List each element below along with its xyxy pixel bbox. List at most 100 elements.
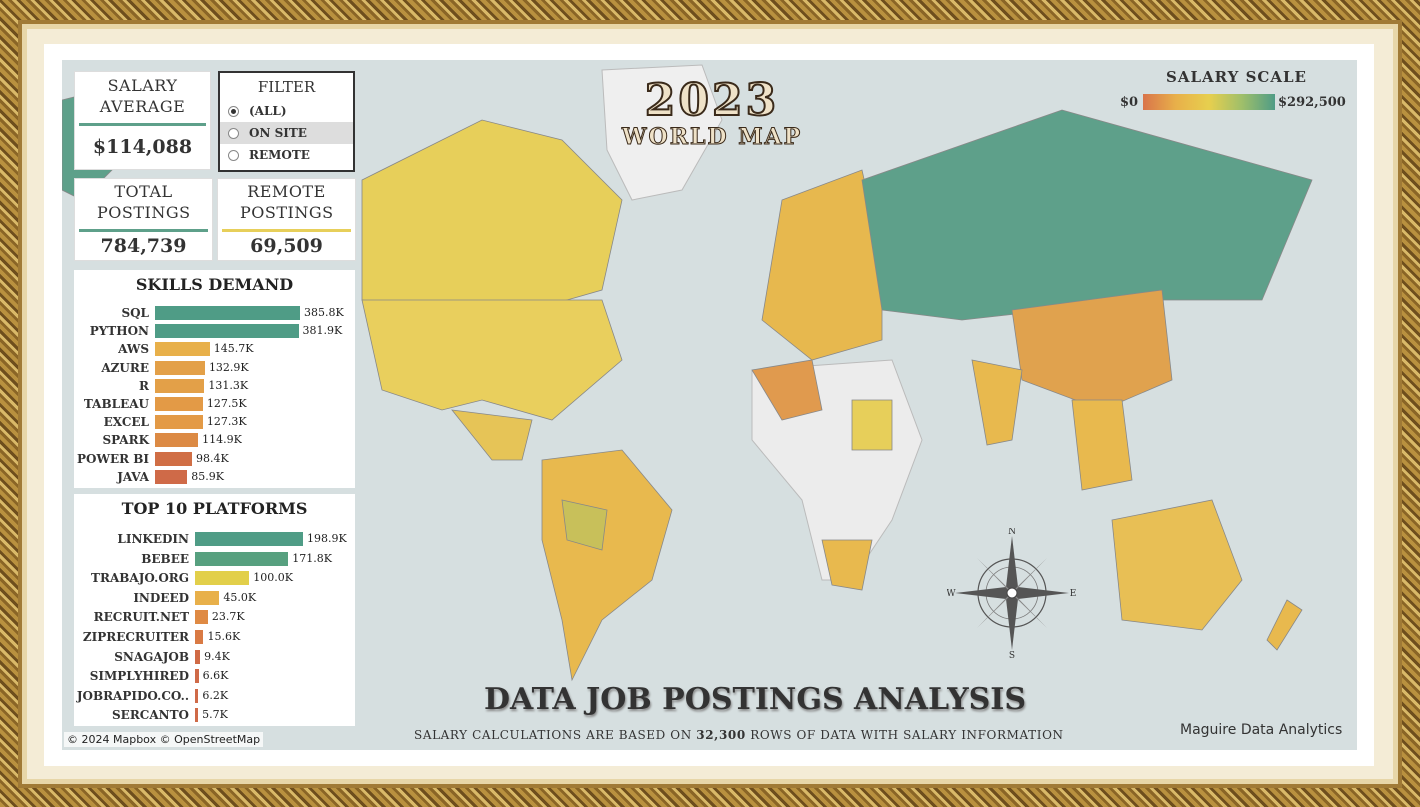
south-africa-shape [821,539,873,591]
bar-value-label: 145.7K [213,342,254,356]
bar[interactable] [195,669,199,684]
bar[interactable] [155,324,299,339]
remote-postings-card: REMOTE POSTINGS 69,509 [217,178,356,261]
bar[interactable] [155,451,192,466]
sudan-shape [851,399,893,451]
bar-label: EXCEL [103,415,149,430]
filter-title: FILTER [257,78,316,96]
bar-value-label: 132.9K [208,360,249,374]
radio-icon [228,127,239,139]
footnote-rows: 32,300 [696,728,746,742]
australia-shape [1111,499,1243,631]
filter-panel: FILTER (ALL) ON SITE REMOTE [218,71,355,172]
filter-option-on-site[interactable]: ON SITE [220,122,353,144]
bar-label: AZURE [101,360,149,375]
bar[interactable] [195,590,220,605]
usa-shape [361,299,623,421]
bar-value-label: 171.8K [292,551,332,565]
bar[interactable] [155,306,300,320]
india-shape [971,359,1023,446]
map-attribution[interactable]: © 2024 Mapbox © OpenStreetMap [64,732,264,747]
bar-label: SIMPLYHIRED [89,669,189,684]
filter-option-all[interactable]: (ALL) [220,100,353,122]
bar[interactable] [155,415,203,430]
credit: Maguire Data Analytics [1180,722,1343,738]
skills-demand-title: SKILLS DEMAND [135,275,294,294]
bar[interactable] [195,630,204,644]
salary-average-title: SALARY AVERAGE [99,76,186,116]
bar-value-label: 15.6K [207,630,241,643]
bar[interactable] [195,688,199,703]
bar-label: SPARK [102,433,149,448]
total-postings-title: TOTAL POSTINGS [97,182,191,222]
salary-scale-min: $0 [1120,95,1139,110]
bar-label: INDEED [133,590,189,605]
bar-label: BEBEE [141,551,189,566]
bar-value-label: 114.9K [202,433,242,447]
bar[interactable] [155,378,205,393]
bar-label: LINKEDIN [117,532,189,546]
new-zealand-shape [1266,599,1303,651]
bar[interactable] [155,360,205,375]
bar-label: SNAGAJOB [114,649,189,664]
bar-value-label: 98.4K [195,451,229,465]
platforms-chart: LINKEDIN 198.9K BEBEE 171.8K TRABAJO.ORG 100.… [74,530,355,726]
bar-value-label: 9.4K [204,649,230,663]
skills-demand-panel: SKILLS DEMAND SQL 385.8K PYTHON 381.9K AWS 14… [74,270,355,488]
bar-value-label: 131.3K [208,378,249,392]
bar-label: AWS [118,342,149,357]
salary-scale-gradient [1143,94,1275,110]
bar-value-label: 5.7K [202,708,228,722]
bar-value-label: 45.0K [223,590,257,604]
bar-label: R [139,378,149,393]
bar[interactable] [155,397,203,411]
platforms-title: TOP 10 PLATFORMS [121,499,308,518]
bar-value-label: 23.7K [211,610,245,624]
salary-scale-max: $292,500 [1278,95,1346,110]
total-postings-card: TOTAL POSTINGS 784,739 [74,178,213,261]
bar-label: PYTHON [89,324,149,339]
bar-value-label: 85.9K [191,469,224,483]
radio-icon [228,149,239,161]
remote-postings-title: REMOTE POSTINGS [240,182,334,222]
bar-value-label: 385.8K [304,306,344,319]
skills-demand-chart: SQL 385.8K PYTHON 381.9K AWS 145.7K AZURE 132.9… [74,304,355,488]
remote-postings-value: 69,509 [250,235,323,257]
compass-s: S [1009,651,1015,658]
bar-label: ZIPRECRUITER [82,630,189,644]
footnote-prefix: SALARY CALCULATIONS ARE BASED ON [414,728,692,742]
salary-average-value: $114,088 [92,136,193,158]
bar[interactable] [195,571,250,586]
bar-label: JAVA [117,469,149,484]
south-america-shape [541,449,673,682]
map-shapes [62,64,1313,682]
compass-w: W [947,589,956,599]
bar-label: SQL [121,306,149,320]
mexico-shape [451,409,533,461]
bar[interactable] [155,433,199,448]
china-shape [1011,289,1173,411]
bar[interactable] [195,610,208,625]
title-year: 2023 [644,75,780,126]
bar[interactable] [195,708,199,723]
bar-value-label: 381.9K [302,324,343,338]
bar[interactable] [195,551,289,566]
bar[interactable] [155,469,188,484]
europe-shape [761,169,883,361]
compass-e: E [1070,589,1077,599]
bar-label: POWER BI [76,451,149,466]
salary-scale-title: SALARY SCALE [1166,68,1307,86]
algeria-shape [751,359,823,421]
title-art: 2023 WORLD MAP [612,75,812,151]
bar-value-label: 6.2K [202,688,229,702]
filter-option-remote[interactable]: REMOTE [220,144,353,166]
bar[interactable] [195,532,303,546]
platforms-panel: TOP 10 PLATFORMS LINKEDIN 198.9K BEBEE 171.… [74,494,355,726]
se-asia-shape [1071,399,1133,491]
title-world-map: WORLD MAP [621,124,803,151]
radio-icon [228,105,239,117]
bar[interactable] [195,649,201,664]
bar[interactable] [155,342,210,357]
canada-shape [361,119,623,311]
bar-value-label: 127.5K [206,397,247,410]
